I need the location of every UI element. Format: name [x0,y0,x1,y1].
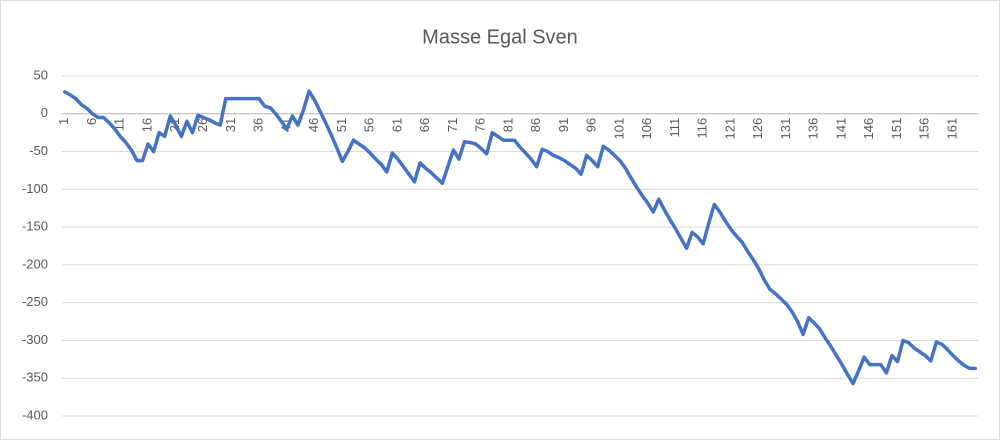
x-tick-label: 106 [639,118,654,140]
y-tick-label: 50 [34,67,48,82]
y-tick-label: -200 [22,256,48,271]
x-tick-label: 151 [889,118,904,140]
x-tick-label: 46 [306,118,321,132]
x-tick-label: 71 [445,118,460,132]
x-tick-label: 111 [667,118,682,138]
data-line [63,89,977,386]
x-tick-label: 116 [695,118,710,139]
x-tick-label: 81 [500,118,515,132]
y-tick-label: -400 [22,407,48,422]
x-tick-label: 6 [84,118,99,125]
x-tick-label: 56 [362,118,377,132]
x-tick-label: 131 [778,118,793,140]
y-tick-label: -250 [22,294,48,309]
x-tick-label: 156 [917,118,932,140]
y-tick-label: -100 [22,181,48,196]
x-tick-label: 86 [528,118,543,132]
x-tick-label: 136 [806,118,821,140]
x-tick-label: 51 [334,118,349,132]
x-tick-label: 91 [556,118,571,132]
x-tick-label: 31 [223,118,238,132]
x-tick-label: 96 [584,118,599,132]
x-tick-label: 61 [389,118,404,132]
y-tick-label: -50 [29,143,48,158]
x-tick-label: 121 [722,118,737,140]
x-tick-label: 76 [473,118,488,132]
x-tick-label: 146 [861,118,876,140]
chart-title: Masse Egal Sven [422,26,578,48]
y-tick-label: -300 [22,332,48,347]
x-tick-label: 101 [611,118,626,140]
x-tick-label: 26 [195,118,210,132]
x-tick-label: 141 [833,118,848,140]
x-tick-label: 36 [251,118,266,132]
y-tick-label: 0 [41,105,48,120]
x-tick-label: 1 [56,118,71,125]
x-tick-label: 16 [139,118,154,132]
x-tick-label: 161 [944,118,959,140]
y-tick-label: -350 [22,370,48,385]
x-tick-label: 66 [417,118,432,132]
y-tick-label: -150 [22,219,48,234]
x-tick-label: 126 [750,118,765,140]
